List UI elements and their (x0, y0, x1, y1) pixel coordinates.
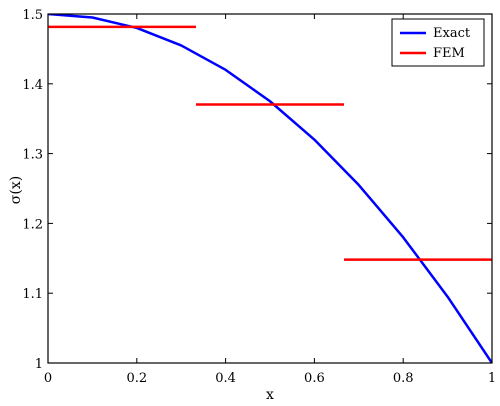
legend: Exact FEM (391, 18, 485, 67)
y-tick-label: 1.5 (22, 8, 43, 23)
ticks-layer (47, 13, 493, 364)
x-tick-label: 0 (44, 371, 52, 386)
x-tick-label: 1 (488, 371, 496, 386)
x-axis-label: x (266, 387, 274, 403)
series-layer (48, 14, 492, 363)
y-axis-label: σ(x) (8, 176, 24, 204)
tick-labels-layer: 0 0.2 0.4 0.6 0.8 1 1 1.1 1.2 1.3 1.4 1.5 (22, 8, 496, 386)
legend-label-fem: FEM (433, 46, 465, 61)
y-tick-label: 1.1 (22, 287, 43, 302)
x-tick-label: 0.8 (393, 371, 414, 386)
y-tick-label: 1.2 (22, 217, 43, 232)
x-tick-label: 0.4 (215, 371, 236, 386)
plot-frame (47, 13, 493, 364)
x-tick-label: 0.2 (126, 371, 147, 386)
legend-label-exact: Exact (433, 26, 471, 41)
y-tick-label: 1.3 (22, 148, 43, 163)
series-line-exact (48, 14, 492, 363)
y-tick-label: 1 (35, 357, 43, 372)
x-tick-label: 0.6 (304, 371, 325, 386)
y-tick-label: 1.4 (22, 78, 43, 93)
legend-box (391, 18, 485, 67)
